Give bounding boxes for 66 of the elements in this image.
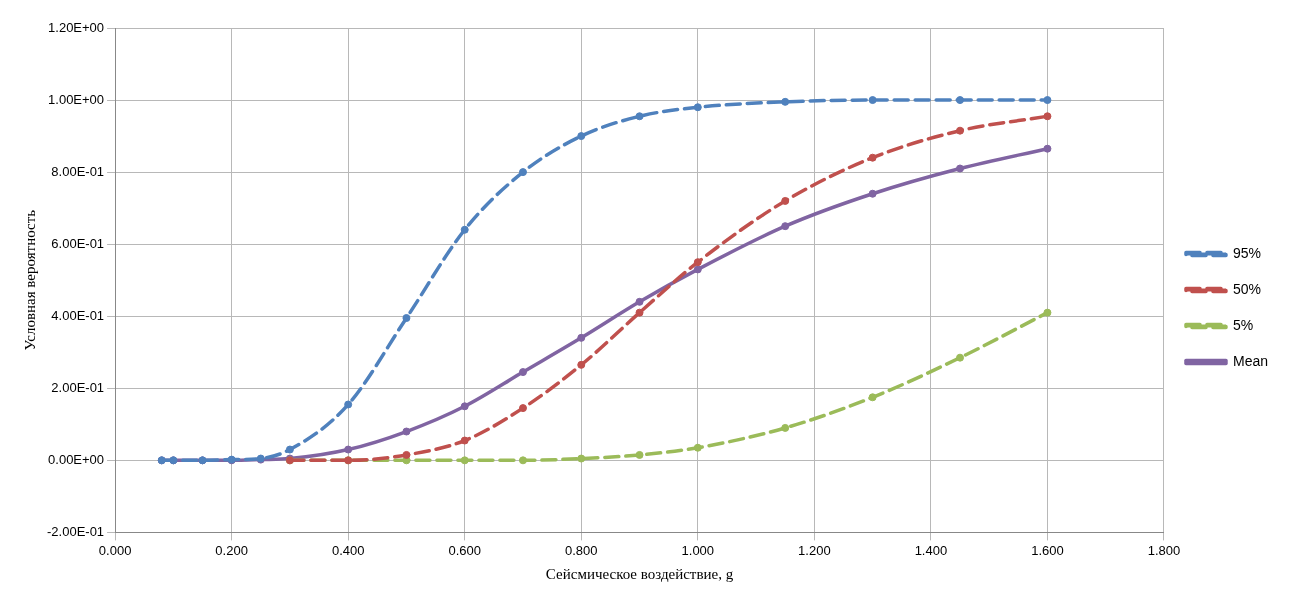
- point: [285, 445, 294, 454]
- x-tick-label: 1.000: [681, 542, 715, 558]
- point: [956, 353, 965, 362]
- point: [577, 132, 586, 141]
- x-tick-label: 0.000: [98, 542, 132, 558]
- x-tick-label: 1.800: [1147, 542, 1181, 558]
- x-tick-label: 0.800: [564, 542, 598, 558]
- point: [635, 308, 644, 317]
- point: [635, 112, 644, 121]
- point: [518, 168, 527, 177]
- legend-label: 50%: [1232, 280, 1262, 297]
- x-tick-label: 1.400: [914, 542, 948, 558]
- y-tick-label: 1.20E+00: [48, 19, 105, 35]
- x-tick-label: 1.200: [798, 542, 831, 558]
- point: [344, 400, 353, 409]
- x-tick-label: 0.600: [448, 542, 481, 558]
- point: [402, 450, 411, 459]
- point: [868, 189, 877, 198]
- point: [956, 164, 965, 173]
- point: [1043, 96, 1052, 105]
- point: [693, 443, 702, 452]
- y-axis-title: Условная вероятность: [21, 209, 38, 351]
- point: [460, 225, 469, 234]
- point: [577, 333, 586, 342]
- x-tick-label: 1.600: [1031, 542, 1064, 558]
- y-tick-label: 0.00E+00: [48, 451, 105, 467]
- x-tick-label: 0.400: [331, 542, 365, 558]
- legend-label: Mean: [1232, 352, 1269, 369]
- point: [460, 456, 469, 465]
- point: [781, 97, 790, 106]
- point: [635, 297, 644, 306]
- y-tick-label: -2.00E-01: [47, 523, 105, 539]
- point: [781, 222, 790, 231]
- point: [693, 103, 702, 112]
- point: [1043, 308, 1052, 317]
- point: [868, 393, 877, 402]
- point: [956, 96, 965, 105]
- x-axis-title: Сейсмическое воздействие, g: [545, 565, 734, 582]
- point: [956, 126, 965, 135]
- point: [1043, 112, 1052, 121]
- point: [868, 96, 877, 105]
- point: [518, 456, 527, 465]
- point: [577, 454, 586, 463]
- x-tick-label: 0.200: [215, 542, 248, 558]
- point: [693, 265, 702, 274]
- y-tick-label: 4.00E-01: [51, 307, 105, 323]
- point: [460, 402, 469, 411]
- point: [460, 436, 469, 445]
- point: [402, 427, 411, 436]
- point: [635, 450, 644, 459]
- y-tick-label: 2.00E-01: [51, 379, 105, 395]
- point: [781, 423, 790, 432]
- point: [518, 404, 527, 413]
- point: [577, 360, 586, 369]
- point: [781, 196, 790, 205]
- legend-label: 95%: [1232, 244, 1262, 261]
- y-tick-label: 8.00E-01: [51, 163, 105, 179]
- legend-label: 5%: [1232, 316, 1254, 333]
- point: [1043, 144, 1052, 153]
- point: [693, 258, 702, 267]
- point: [344, 445, 353, 454]
- y-tick-label: 6.00E-01: [51, 235, 105, 251]
- point: [868, 153, 877, 162]
- point: [518, 368, 527, 377]
- y-tick-label: 1.00E+00: [48, 91, 105, 107]
- point: [402, 314, 411, 323]
